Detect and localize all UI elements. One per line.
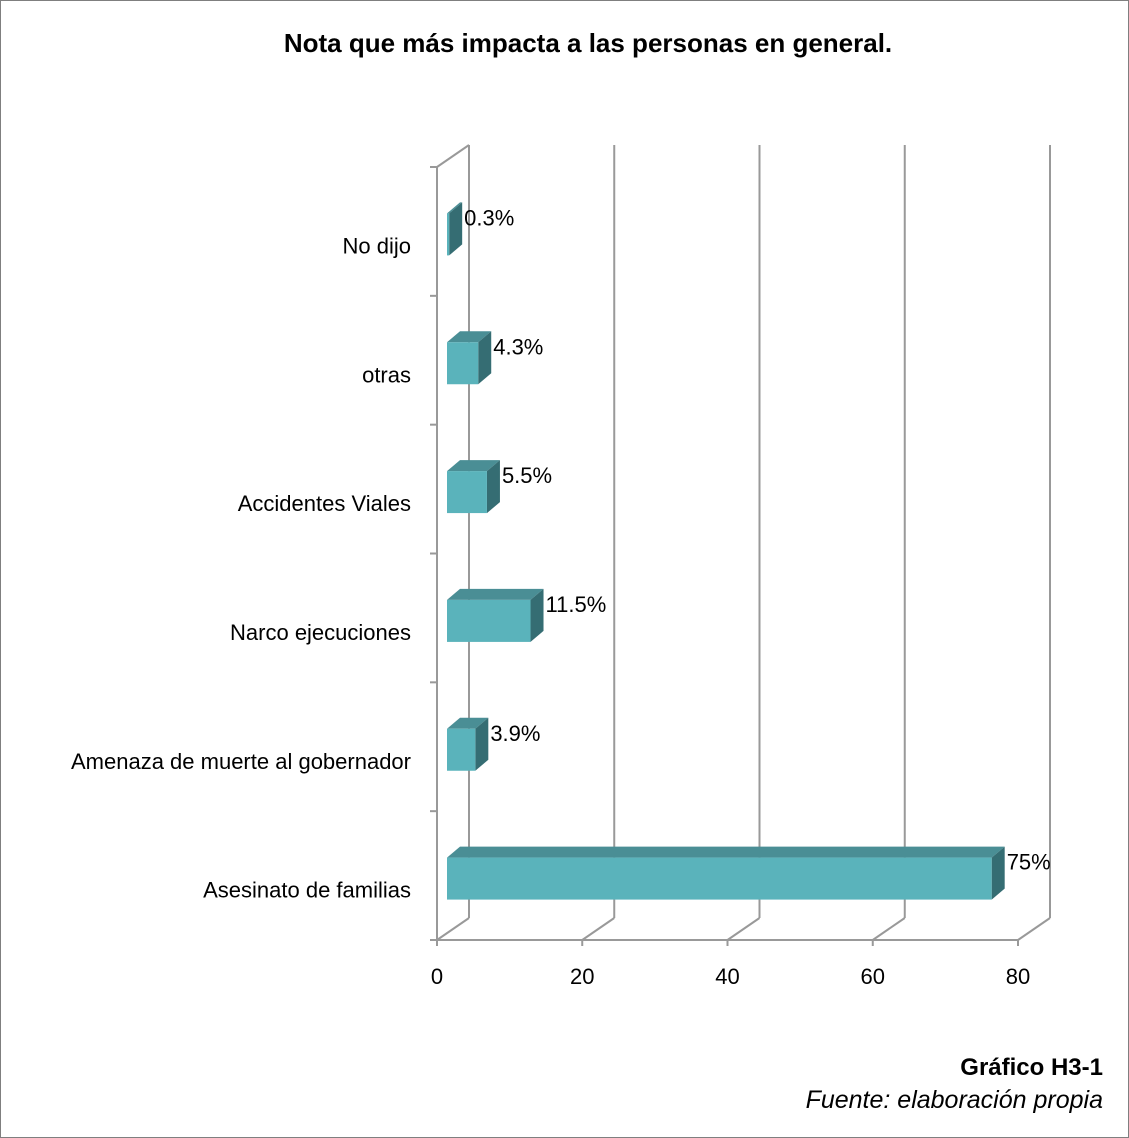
bar-value-label: 75% [1007,850,1051,875]
bar-top [447,331,492,343]
chart-title: Nota que más impacta a las personas en g… [283,28,893,58]
x-tick-label: 60 [861,964,885,989]
category-label: otras [362,362,411,387]
chart-caption: Gráfico H3-1 Fuente: elaboración propia [806,1052,1103,1116]
x-tick-label: 20 [570,964,594,989]
bar-top [447,846,1005,858]
category-label: No dijo [343,233,411,258]
floor-diagonal [581,917,615,941]
bar-side [478,331,492,385]
bar-side [475,717,489,771]
bar-side [449,202,463,256]
bar [447,857,992,900]
category-label: Asesinato de familias [203,878,411,903]
bar-value-label: 0.3% [464,205,514,230]
bar-top [447,717,489,729]
bar [447,728,476,771]
bar-top [447,588,544,600]
floor-diagonal [726,917,761,941]
x-tick-label: 0 [431,964,443,989]
bar [447,471,487,514]
x-tick-label: 80 [1006,964,1030,989]
labels: 0 20 40 60 80 75% Asesinato de familias 3.9% Ame… [71,205,1051,989]
bar-top [447,460,500,472]
bar-value-label: 3.9% [490,721,540,746]
figure-source: Fuente: elaboración propia [805,1086,1103,1114]
category-label: Accidentes Viales [238,491,411,516]
bar-side [486,460,500,514]
bar-value-label: 11.5% [546,592,607,617]
figure-number: Gráfico H3-1 [960,1054,1103,1081]
bar-value-label: 4.3% [493,334,543,359]
floor-diagonal [436,917,470,941]
axes [430,144,1019,946]
bar-side [530,588,544,642]
bar [447,342,479,385]
floor-diagonal [1017,917,1051,941]
bar-top [447,202,463,214]
bar [447,599,531,642]
category-label: Amenaza de muerte al gobernador [71,749,411,774]
bar-value-label: 5.5% [502,463,552,488]
bars [447,202,1005,900]
y-axis-top-edge [436,144,470,168]
floor-diagonal [872,917,906,941]
bar [447,213,450,256]
category-label: Narco ejecuciones [230,620,411,645]
x-tick-label: 40 [715,964,739,989]
bar-side [991,846,1005,900]
grid-lines [436,145,1051,941]
